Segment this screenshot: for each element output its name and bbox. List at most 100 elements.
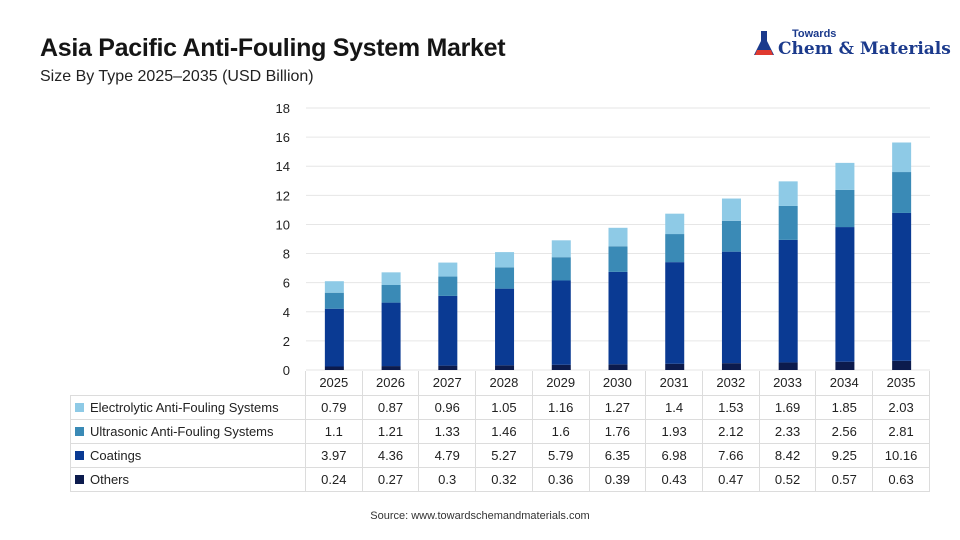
data-label: 0.32	[475, 466, 533, 492]
bar-segment	[608, 227, 628, 247]
data-label: 4.79	[418, 442, 477, 468]
data-label: 2.12	[701, 418, 760, 444]
y-tick-label: 16	[276, 130, 290, 145]
data-label: 6.98	[645, 442, 703, 468]
legend-entry: Electrolytic Anti-Fouling Systems	[70, 394, 306, 420]
data-label: 1.16	[531, 394, 590, 420]
bar-segment	[721, 363, 741, 370]
data-label: 0.43	[645, 466, 703, 492]
x-tick-label: 2031	[645, 371, 703, 396]
data-label: 0.39	[588, 466, 647, 492]
series-name: Coatings	[90, 447, 142, 463]
data-label: 7.66	[701, 442, 760, 468]
bar-segment	[324, 366, 344, 370]
data-label: 6.35	[588, 442, 647, 468]
legend-swatch	[75, 450, 84, 460]
data-label: 0.96	[418, 394, 477, 420]
legend-entry: Coatings	[70, 442, 306, 468]
bar-segment	[438, 262, 458, 277]
bar-segment	[835, 227, 855, 362]
legend-swatch	[75, 402, 84, 412]
data-label: 1.1	[304, 418, 363, 444]
data-label: 0.57	[815, 466, 874, 492]
bar-segment	[608, 246, 628, 272]
y-tick-label: 14	[276, 159, 290, 174]
stacked-bar-chart: 0 2 4 6 8 10 12 14 16 18	[276, 101, 930, 378]
bar-segment	[892, 212, 912, 361]
bar-segment	[324, 308, 344, 367]
x-tick-label: 2035	[872, 371, 930, 396]
data-label: 10.16	[872, 442, 930, 468]
data-label: 0.47	[701, 466, 760, 492]
bar-segment	[551, 364, 571, 370]
data-label: 1.05	[475, 394, 533, 420]
data-label: 0.24	[304, 466, 363, 492]
bar-segment	[438, 276, 458, 296]
data-label: 1.76	[588, 418, 647, 444]
bar-segment	[608, 271, 628, 365]
table-header-row: 2025 2026 2027 2028 2029 2030 2031 2032 2033 2034…	[70, 371, 930, 396]
bar-segment	[778, 181, 798, 206]
logo-brand-text: Chem & Materials	[778, 39, 951, 59]
x-tick-label: 2028	[475, 371, 533, 396]
data-label: 1.27	[588, 394, 647, 420]
y-tick-label: 18	[276, 101, 290, 116]
bar-segment	[495, 252, 515, 268]
data-label: 0.87	[361, 394, 420, 420]
bar-segment	[892, 172, 912, 213]
data-label: 2.33	[758, 418, 817, 444]
data-label: 0.52	[758, 466, 817, 492]
bar-segment	[665, 363, 685, 370]
data-label: 0.27	[361, 466, 420, 492]
data-label: 0.3	[418, 466, 477, 492]
bar-segment	[721, 220, 741, 252]
x-tick-label: 2033	[758, 371, 817, 396]
data-label: 5.79	[531, 442, 590, 468]
x-tick-label: 2027	[418, 371, 477, 396]
data-label: 3.97	[304, 442, 363, 468]
y-tick-label: 2	[283, 334, 290, 349]
bar-segment	[778, 362, 798, 370]
x-tick-label: 2032	[701, 371, 760, 396]
legend-entry: Ultrasonic Anti-Fouling Systems	[70, 418, 306, 444]
bar-segment	[665, 234, 685, 263]
bar-segment	[381, 302, 401, 367]
data-label: 1.53	[701, 394, 760, 420]
logo-small-text: Towards	[792, 28, 837, 40]
bar-segment	[381, 284, 401, 303]
bar-segment	[495, 288, 515, 366]
bar-segment	[665, 213, 685, 235]
bar-segment	[551, 257, 571, 281]
bar-segment	[721, 198, 741, 221]
data-label: 2.81	[872, 418, 930, 444]
data-label: 2.03	[872, 394, 930, 420]
data-label: 1.46	[475, 418, 533, 444]
y-tick-label: 8	[283, 247, 290, 262]
y-tick-label: 6	[283, 276, 290, 291]
legend-swatch	[75, 474, 84, 484]
bar-segment	[381, 272, 401, 285]
table-row: Ultrasonic Anti-Fouling Systems 1.1 1.21 1.…	[70, 418, 930, 444]
data-label: 1.4	[645, 394, 703, 420]
data-table: 2025 2026 2027 2028 2029 2030 2031 2032 2033 2034…	[70, 371, 930, 492]
data-label: 1.85	[815, 394, 874, 420]
series-name: Others	[90, 471, 130, 487]
data-label: 0.63	[872, 466, 930, 492]
table-corner-cell	[70, 371, 306, 395]
x-tick-label: 2029	[531, 371, 590, 396]
y-tick-label: 0	[283, 363, 290, 378]
data-label: 9.25	[815, 442, 874, 468]
bar-segment	[721, 251, 741, 364]
data-label: 1.33	[418, 418, 477, 444]
bar-segment	[495, 365, 515, 370]
bar-segment	[665, 262, 685, 364]
data-label: 1.21	[361, 418, 420, 444]
legend-entry: Others	[70, 466, 306, 492]
bar-segment	[438, 295, 458, 366]
brand-logo: Towards Chem & Materials	[752, 28, 951, 62]
legend-swatch	[75, 426, 84, 436]
x-tick-label: 2025	[304, 371, 363, 396]
bar-segment	[608, 364, 628, 370]
bar-segment	[892, 142, 912, 173]
page-subtitle: Size By Type 2025–2035 (USD Billion)	[40, 68, 314, 85]
